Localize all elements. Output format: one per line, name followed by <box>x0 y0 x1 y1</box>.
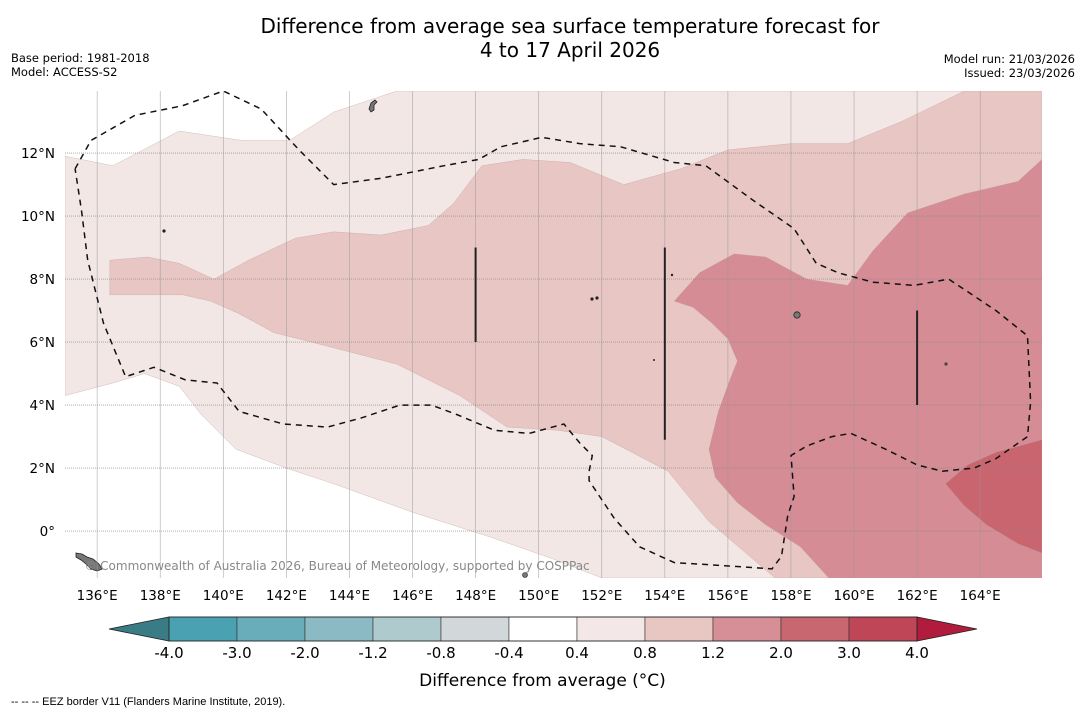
lon-tick-label: 158°E <box>770 588 811 604</box>
island-small-3 <box>595 296 599 300</box>
lat-tick-label: 0° <box>40 524 55 540</box>
meta-left: Base period: 1981-2018 Model: ACCESS-S2 <box>11 51 150 79</box>
lat-tick-label: 6°N <box>30 335 55 351</box>
colorbar-segment <box>508 616 578 642</box>
lon-tick-label: 160°E <box>834 588 875 604</box>
lon-tick-label: 164°E <box>960 588 1001 604</box>
base-period: Base period: 1981-2018 <box>11 51 150 65</box>
gridlines <box>65 91 1042 578</box>
eez-border <box>74 91 1032 570</box>
title-line-2: 4 to 17 April 2026 <box>479 38 661 62</box>
lon-tick-label: 152°E <box>581 588 622 604</box>
colorbar-extend-min <box>108 616 170 642</box>
lat-tick-label: 8°N <box>30 272 55 288</box>
island-solomon <box>75 552 103 572</box>
colorbar: -4.0 -3.0 -2.0 -1.2 -0.8 -0.4 0.4 0.8 1.2 2.0 3.0 4… <box>108 616 978 662</box>
lat-tick-label: 10°N <box>21 209 55 225</box>
colorbar-tick-label: 0.4 <box>565 644 589 662</box>
map-title: Difference from average sea surface temp… <box>0 14 1085 62</box>
colorbar-tick-label: -2.0 <box>290 644 319 662</box>
colorbar-tick-label: 1.2 <box>701 644 725 662</box>
colorbar-tick-label: 2.0 <box>769 644 793 662</box>
meta-right: Model run: 21/03/2026 Issued: 23/03/2026 <box>944 52 1075 80</box>
model-run-date: Model run: 21/03/2026 <box>943 52 1075 66</box>
colorbar-tick-label: -0.8 <box>426 644 455 662</box>
colorbar-segment <box>440 616 510 642</box>
colorbar-segment <box>304 616 374 642</box>
islands <box>75 99 948 578</box>
colorbar-tick-label: -4.0 <box>154 644 183 662</box>
island-small-6 <box>670 273 674 277</box>
lon-tick-label: 136°E <box>77 588 118 604</box>
colorbar-segment <box>780 616 850 642</box>
lon-tick-label: 148°E <box>455 588 496 604</box>
title-line-1: Difference from average sea surface temp… <box>260 14 880 38</box>
colorbar-tick-label: -3.0 <box>222 644 251 662</box>
colorbar-tick-label: 4.0 <box>905 644 929 662</box>
eez-border-line <box>74 91 1032 570</box>
lon-tick-label: 162°E <box>897 588 938 604</box>
lat-tick-label: 12°N <box>21 146 55 162</box>
longitude-tick-labels: 136°E 138°E 140°E 142°E 144°E 146°E 148°E 150°E… <box>77 588 1001 604</box>
colorbar-tick-label: -0.4 <box>494 644 523 662</box>
lon-tick-label: 156°E <box>707 588 748 604</box>
island-pohnpei <box>793 311 801 319</box>
lon-tick-label: 144°E <box>329 588 370 604</box>
colorbar-segment <box>372 616 442 642</box>
colorbar-segment <box>712 616 782 642</box>
island-small-5 <box>522 572 528 578</box>
island-small-4 <box>944 362 948 366</box>
solid-markers <box>474 247 919 440</box>
island-small-2 <box>590 297 594 301</box>
colorbar-extend-max <box>916 616 978 642</box>
latitude-tick-labels: 0° 2°N 4°N 6°N 8°N 10°N 12°N <box>21 146 55 540</box>
colorbar-segment <box>848 616 918 642</box>
lon-tick-label: 142°E <box>266 588 307 604</box>
island-small-1 <box>162 229 166 233</box>
colorbar-segment <box>576 616 646 642</box>
colorbar-segment <box>168 616 238 642</box>
lon-tick-label: 146°E <box>392 588 433 604</box>
colorbar-tick-label: 3.0 <box>837 644 861 662</box>
anomaly-region-1-2-to-2-0 <box>673 159 1042 578</box>
island-small-7 <box>653 359 655 361</box>
colorbar-tick-label: 0.8 <box>633 644 657 662</box>
colorbar-tick-label: -1.2 <box>358 644 387 662</box>
copyright-notice: © Commonwealth of Australia 2026, Bureau… <box>84 559 589 573</box>
lat-tick-label: 4°N <box>30 398 55 414</box>
island-guam <box>368 99 378 113</box>
map-plot-area <box>65 91 1042 578</box>
lon-tick-label: 138°E <box>140 588 181 604</box>
issued-date: Issued: 23/03/2026 <box>964 66 1075 80</box>
colorbar-outline <box>168 616 918 642</box>
lon-tick-label: 140°E <box>203 588 244 604</box>
lat-tick-label: 2°N <box>30 461 55 477</box>
anomaly-regions <box>65 91 1042 578</box>
colorbar-segment <box>644 616 714 642</box>
eez-legend-note: -- -- -- EEZ border V11 (Flanders Marine… <box>11 696 286 708</box>
colorbar-segment <box>236 616 306 642</box>
colorbar-label: Difference from average (°C) <box>419 671 666 691</box>
lon-tick-label: 150°E <box>518 588 559 604</box>
lon-tick-label: 154°E <box>644 588 685 604</box>
model-name: Model: ACCESS-S2 <box>11 65 118 79</box>
